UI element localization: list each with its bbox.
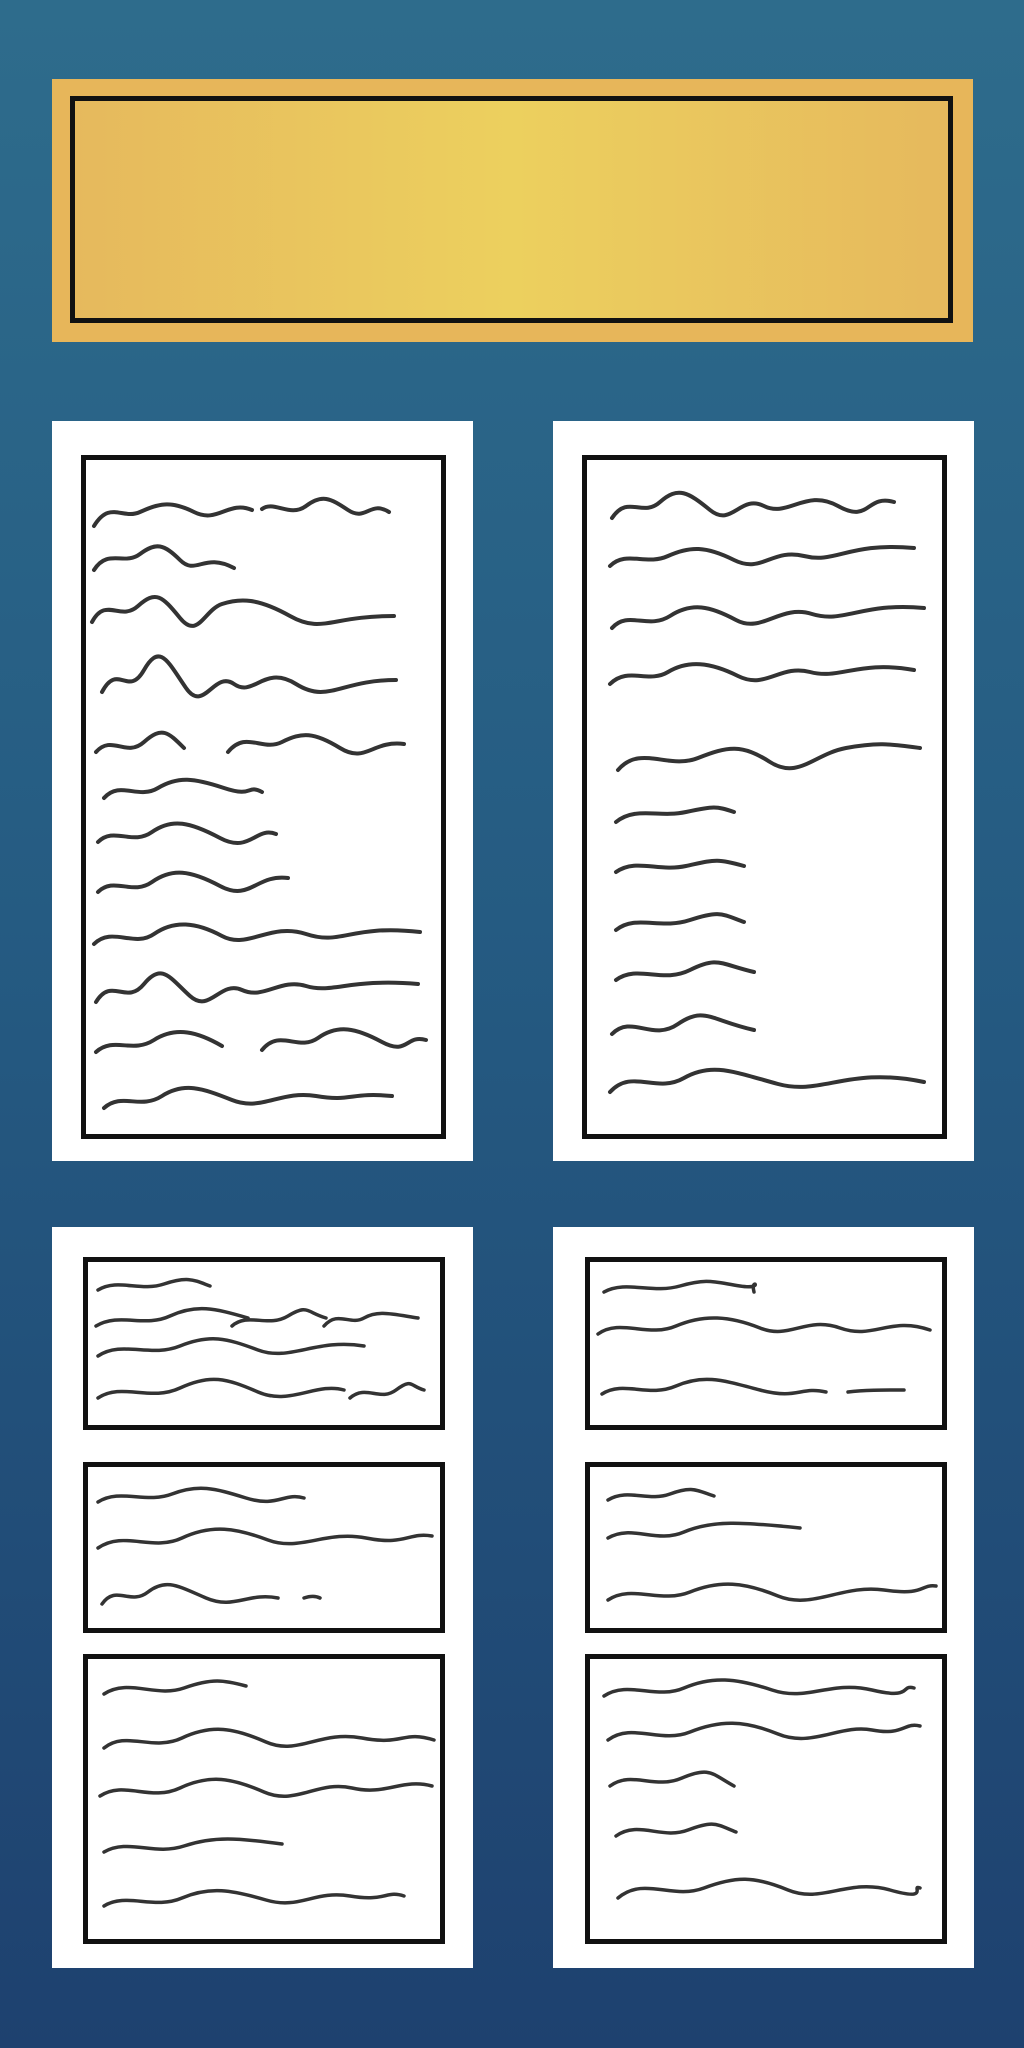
text-frame-bottom-left-3 (83, 1654, 445, 1944)
text-frame-bottom-left-2 (83, 1462, 445, 1633)
text-frame-bottom-right-3 (585, 1654, 947, 1944)
header-banner-frame (70, 96, 953, 323)
text-frame-bottom-right-1 (585, 1257, 947, 1430)
text-frame-top-left (81, 455, 446, 1139)
text-frame-top-right (582, 455, 947, 1139)
text-frame-bottom-left-1 (83, 1257, 445, 1430)
text-frame-bottom-right-2 (585, 1462, 947, 1633)
